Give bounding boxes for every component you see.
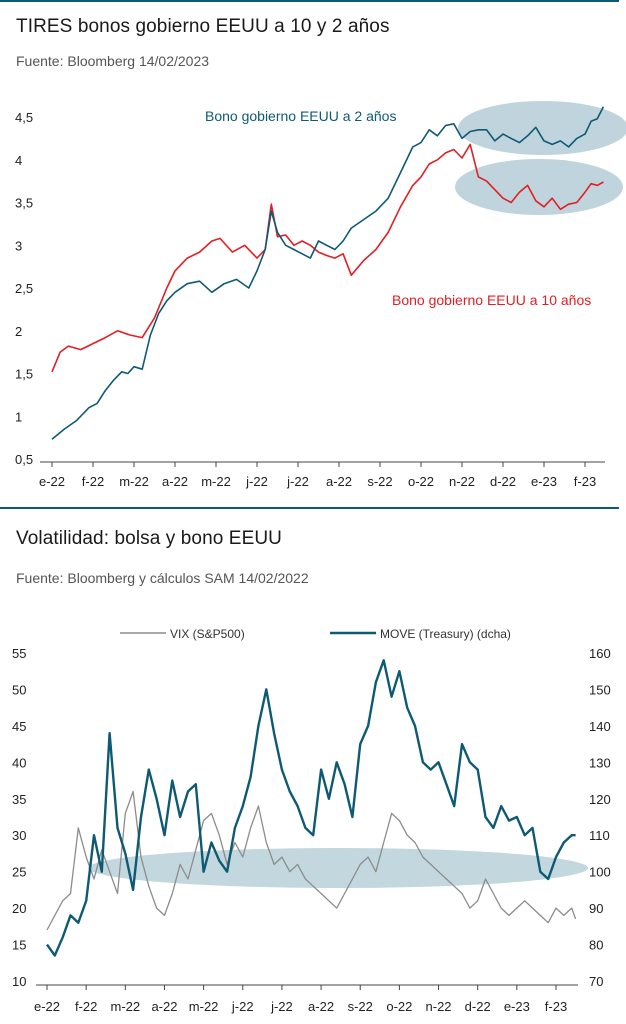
x-tick-label: f-22	[75, 999, 97, 1014]
x-tick-label: m-22	[110, 999, 140, 1014]
y-left-tick-label: 45	[12, 719, 26, 734]
x-tick-label: f-22	[82, 474, 104, 489]
y-right-tick-label: 120	[589, 792, 611, 807]
line-2y	[51, 106, 605, 440]
y-tick-label: 4,5	[15, 110, 33, 125]
y-tick-label: 1,5	[15, 367, 33, 382]
legend-move-label: MOVE (Treasury) (dcha)	[380, 627, 511, 641]
x-tick-label: f-23	[545, 999, 567, 1014]
x-tick-label: e-22	[39, 474, 65, 489]
chart1-title: TIRES bonos gobierno EEUU a 10 y 2 años	[16, 16, 390, 37]
x-tick-label: j-22	[245, 474, 268, 489]
highlight-ellipse-10y	[455, 159, 623, 215]
y-right-tick-label: 140	[589, 719, 611, 734]
y-tick-label: 4	[15, 153, 22, 168]
x-tick-label: s-22	[367, 474, 392, 489]
y-tick-label: 2,5	[15, 281, 33, 296]
line-move	[46, 659, 576, 957]
y-left-tick-label: 20	[12, 901, 26, 916]
y-right-tick-label: 100	[589, 865, 611, 880]
y-left-tick-label: 40	[12, 755, 26, 770]
label-2y: Bono gobierno EEUU a 2 años	[205, 108, 396, 124]
y-right-tick-label: 80	[589, 938, 603, 953]
x-tick-label: o-22	[408, 474, 434, 489]
chart1-source: Fuente: Bloomberg 14/02/2023	[16, 53, 210, 69]
y-left-tick-label: 55	[12, 646, 26, 661]
x-tick-label: j-22	[270, 999, 293, 1014]
x-tick-label: n-22	[449, 474, 475, 489]
highlight-ellipse-2y	[458, 101, 626, 155]
highlight-band	[88, 848, 588, 888]
legend-vix-label: VIX (S&P500)	[170, 627, 245, 641]
x-tick-label: e-22	[34, 999, 60, 1014]
line-vix	[46, 790, 577, 931]
chart2-title: Volatilidad: bolsa y bono EEUU	[16, 528, 282, 549]
y-right-tick-label: 110	[589, 828, 610, 843]
x-tick-label: n-22	[426, 999, 452, 1014]
x-tick-label: e-23	[504, 999, 530, 1014]
top-rule	[0, 0, 619, 2]
y-tick-label: 1	[15, 409, 22, 424]
y-right-tick-label: 150	[589, 682, 611, 697]
x-tick-label: j-22	[286, 474, 309, 489]
y-left-tick-label: 15	[12, 938, 26, 953]
x-tick-label: a-22	[162, 474, 188, 489]
y-tick-label: 0,5	[15, 452, 33, 467]
line-10y	[51, 143, 604, 373]
x-tick-label: a-22	[308, 999, 334, 1014]
y-left-tick-label: 35	[12, 792, 26, 807]
x-tick-label: j-22	[231, 999, 254, 1014]
y-left-tick-label: 25	[12, 865, 26, 880]
y-tick-label: 2	[15, 324, 22, 339]
label-10y: Bono gobierno EEUU a 10 años	[392, 292, 591, 308]
x-tick-label: a-22	[326, 474, 352, 489]
y-tick-label: 3,5	[15, 196, 33, 211]
y-left-tick-label: 10	[12, 974, 26, 989]
y-left-tick-label: 30	[12, 828, 26, 843]
middle-rule	[0, 507, 619, 509]
chart1-plot: 4,5 4 3,5 3 2,5 2 1,5 1 0,5 e-22 f-22 m-22 a-22 m-22 j…	[15, 101, 626, 489]
x-tick-label: m-22	[201, 474, 231, 489]
x-tick-label: s-22	[348, 999, 373, 1014]
y-right-tick-label: 130	[589, 755, 611, 770]
x-tick-label: o-22	[386, 999, 412, 1014]
y-right-tick-label: 70	[589, 974, 603, 989]
y-right-tick-label: 160	[589, 646, 611, 661]
x-tick-label: d-22	[465, 999, 491, 1014]
x-tick-label: e-23	[531, 474, 557, 489]
x-tick-label: m-22	[119, 474, 149, 489]
x-tick-label: m-22	[189, 999, 219, 1014]
x-tick-label: f-23	[574, 474, 596, 489]
y-right-tick-label: 90	[589, 901, 603, 916]
y-tick-label: 3	[15, 238, 22, 253]
chart2-source: Fuente: Bloomberg y cálculos SAM 14/02/2…	[16, 570, 309, 586]
x-tick-label: a-22	[151, 999, 177, 1014]
y-left-tick-label: 50	[12, 682, 26, 697]
x-tick-label: d-22	[490, 474, 516, 489]
